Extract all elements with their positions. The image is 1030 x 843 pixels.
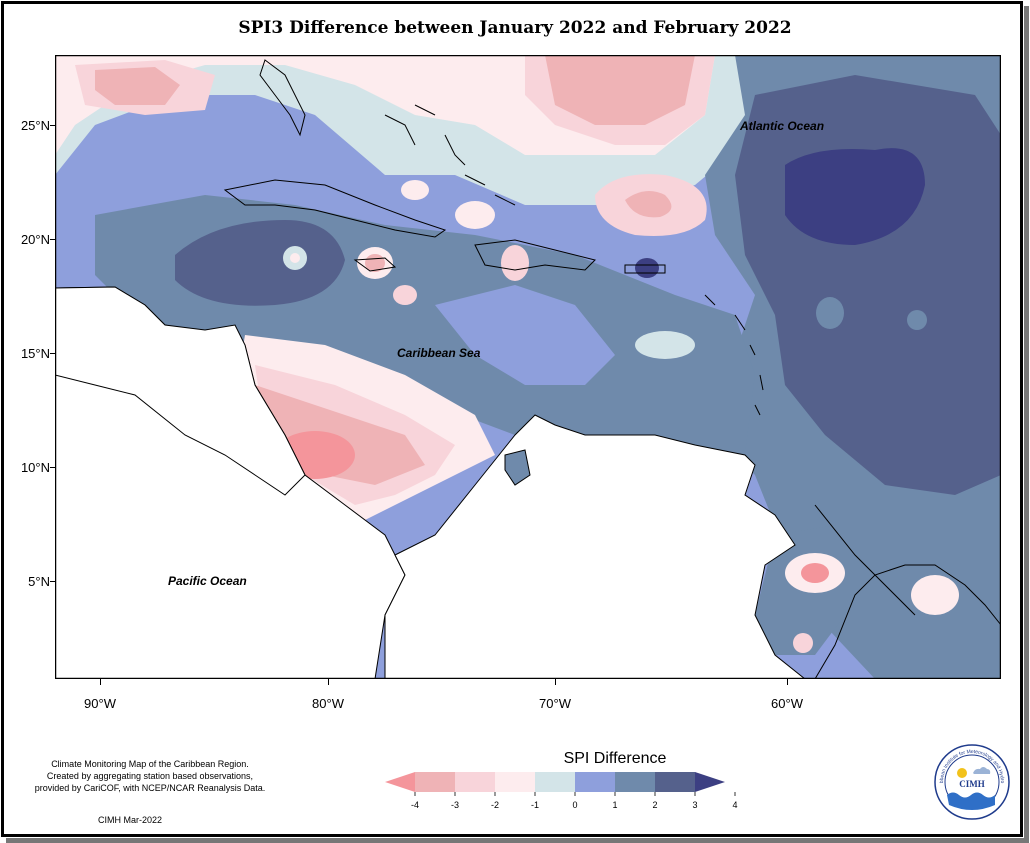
legend-tick-label: 2 <box>652 800 658 810</box>
lesser-antilles-outline <box>704 294 764 416</box>
lat-label-20n: 20°N <box>20 232 50 247</box>
map-title: SPI3 Difference between January 2022 and… <box>238 18 792 38</box>
waves-icon <box>947 792 995 810</box>
field-neg-spot <box>290 253 300 263</box>
lat-tick <box>50 467 56 468</box>
field-neg3-north-west <box>95 67 180 105</box>
legend-arrow-right <box>695 772 725 792</box>
legend-tick-label: -2 <box>490 800 499 810</box>
field-neg-french-guiana <box>911 575 959 615</box>
puerto-rico-outline <box>624 264 666 274</box>
legend-swatch <box>455 772 495 792</box>
map-border <box>55 55 1001 679</box>
field-neg-bahamas <box>401 180 429 200</box>
legend-tick-label: -1 <box>530 800 539 810</box>
legend-swatch <box>415 772 455 792</box>
cloud-icon <box>973 767 991 774</box>
lat-tick <box>50 239 56 240</box>
lat-label-5n: 5°N <box>28 574 50 589</box>
field-neg-spot <box>793 633 813 653</box>
coast-guianas <box>814 504 916 616</box>
field-0-1-central-caribbean <box>635 331 695 359</box>
credit-line-1: Climate Monitoring Map of the Caribbean … <box>51 759 249 769</box>
lake-maracaibo <box>504 449 531 486</box>
field-gt4-atlantic <box>785 148 925 245</box>
field-neg-guyana-core <box>801 563 829 583</box>
credit-line-2: Created by aggregating station based obs… <box>46 771 254 781</box>
land-central-america <box>55 286 306 496</box>
cuba-outline <box>223 179 447 238</box>
lon-tick <box>100 679 101 685</box>
field-3-4-west-caribbean <box>175 220 345 306</box>
legend-swatch <box>615 772 655 792</box>
legend-tick-label: 1 <box>612 800 618 810</box>
lon-label-90w: 90°W <box>84 696 116 711</box>
field-1-2-central-caribbean <box>435 285 615 385</box>
legend-tick-label: -4 <box>410 800 419 810</box>
lat-label-10n: 10°N <box>20 460 50 475</box>
field-neg-hispaniola <box>501 245 529 281</box>
border-guianas <box>814 564 1001 679</box>
lat-label-15n: 15°N <box>20 346 50 361</box>
lat-tick <box>50 125 56 126</box>
field-neg3-central-atlantic <box>625 191 672 218</box>
credit-date: CIMH Mar-2022 <box>97 815 162 825</box>
legend-title: SPI Difference <box>563 750 667 767</box>
legend-tick-label: 4 <box>732 800 738 810</box>
legend-arrow-left <box>385 772 415 792</box>
legend-swatch <box>495 772 535 792</box>
field-2-3-spot <box>816 297 844 329</box>
legend-tick-label: 0 <box>572 800 578 810</box>
label-caribbean-sea: Caribbean Sea <box>397 346 481 360</box>
map-credit: Climate Monitoring Map of the Caribbean … <box>20 758 280 794</box>
lon-label-70w: 70°W <box>539 696 571 711</box>
field-neg-cayman <box>393 285 417 305</box>
field-neg-bahamas-south <box>455 201 495 229</box>
label-pacific-ocean: Pacific Ocean <box>168 574 247 588</box>
florida-outline <box>259 59 306 137</box>
legend-swatch <box>575 772 615 792</box>
lon-label-80w: 80°W <box>312 696 344 711</box>
lon-tick <box>328 679 329 685</box>
spi-difference-map <box>55 55 1001 679</box>
legend-swatch <box>535 772 575 792</box>
field-neg3-north-east <box>545 55 695 125</box>
lon-tick <box>787 679 788 685</box>
credit-line-3: provided by CariCOF, with NCEP/NCAR Rean… <box>34 783 266 793</box>
label-atlantic-ocean: Atlantic Ocean <box>740 119 825 133</box>
sun-icon <box>957 768 967 778</box>
legend-tick-label: -3 <box>450 800 459 810</box>
legend-swatch <box>655 772 695 792</box>
jamaica-outline <box>353 257 397 272</box>
field-neg3-central-america <box>255 385 425 485</box>
color-legend <box>385 772 736 796</box>
field-gt4-puerto-rico <box>635 258 659 278</box>
field-2-3-spot <box>907 310 927 330</box>
lon-tick <box>555 679 556 685</box>
lat-label-25n: 25°N <box>20 118 50 133</box>
cimh-logo: CIMH Caribbean Institute for Meteorology… <box>933 743 1010 820</box>
hispaniola-outline <box>474 239 596 271</box>
lon-label-60w: 60°W <box>771 696 803 711</box>
frame-shadow-bottom <box>6 838 1029 843</box>
bahamas-outline <box>384 104 516 206</box>
land-south-america <box>384 414 806 679</box>
lat-tick <box>50 353 56 354</box>
frame-shadow-right <box>1024 6 1029 842</box>
legend-tick-label: 3 <box>692 800 698 810</box>
logo-text: CIMH <box>959 779 985 789</box>
lat-tick <box>50 581 56 582</box>
